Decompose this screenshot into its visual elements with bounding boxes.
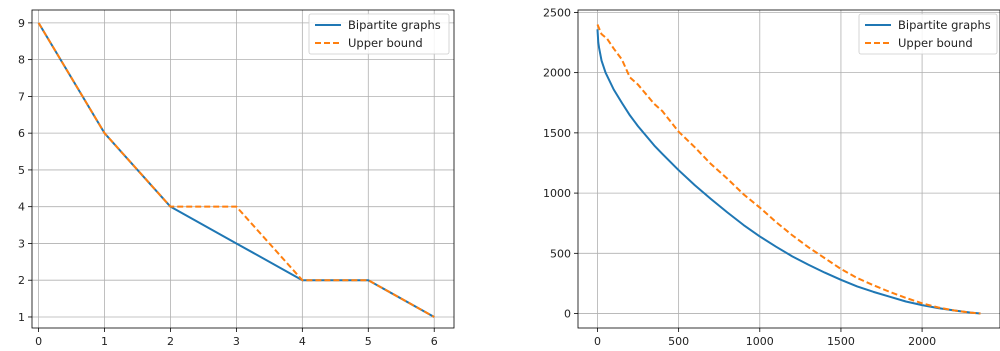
y-tick-label: 1500 xyxy=(543,127,571,140)
y-tick-label: 2 xyxy=(18,274,25,287)
legend-label-bipartite: Bipartite graphs xyxy=(348,18,441,32)
y-tick-label: 500 xyxy=(550,247,571,260)
axes-frame xyxy=(577,9,1000,329)
x-tick-label: 500 xyxy=(668,335,689,348)
x-tick-label: 1000 xyxy=(746,335,774,348)
x-tick-label: 0 xyxy=(594,335,601,348)
legend-label-upper: Upper bound xyxy=(348,36,423,50)
x-tick-label: 0 xyxy=(35,335,42,348)
y-tick-labels: 1 2 3 4 5 6 7 8 9 xyxy=(18,17,32,324)
legend: Bipartite graphs Upper bound xyxy=(308,13,450,55)
chart-right: 0 500 1000 1500 2000 0 500 1000 1500 2000 2500 Bi… xyxy=(543,6,1000,348)
series-line-upper-bound xyxy=(37,22,435,318)
x-tick-label: 3 xyxy=(233,335,240,348)
y-tick-labels: 0 500 1000 1500 2000 2500 xyxy=(543,6,578,321)
legend-label-bipartite: Bipartite graphs xyxy=(898,18,991,32)
y-tick-label: 0 xyxy=(564,308,571,321)
y-tick-label: 5 xyxy=(18,164,25,177)
series-line-bipartite-graphs xyxy=(596,29,981,315)
x-tick-label: 1 xyxy=(101,335,108,348)
x-tick-labels: 0 1 2 3 4 5 6 xyxy=(35,328,438,348)
grid-lines xyxy=(578,10,1000,328)
y-tick-label: 1000 xyxy=(543,187,571,200)
y-tick-label: 4 xyxy=(18,201,25,214)
x-tick-label: 4 xyxy=(299,335,306,348)
series-lines xyxy=(37,22,435,318)
y-tick-label: 3 xyxy=(18,237,25,250)
x-tick-label: 2000 xyxy=(908,335,936,348)
y-tick-label: 1 xyxy=(18,311,25,324)
series-line-upper-bound xyxy=(596,24,981,315)
x-tick-label: 2 xyxy=(167,335,174,348)
grid-lines xyxy=(32,10,454,328)
legend: Bipartite graphs Upper bound xyxy=(858,13,998,55)
x-tick-labels: 0 500 1000 1500 2000 xyxy=(594,328,936,348)
y-tick-label: 2000 xyxy=(543,67,571,80)
x-tick-label: 5 xyxy=(365,335,372,348)
y-tick-label: 9 xyxy=(18,17,25,30)
y-tick-label: 7 xyxy=(18,90,25,103)
x-tick-label: 6 xyxy=(431,335,438,348)
y-tick-label: 6 xyxy=(18,127,25,140)
x-tick-label: 1500 xyxy=(827,335,855,348)
y-tick-label: 2500 xyxy=(543,6,571,19)
series-lines xyxy=(596,24,981,315)
legend-label-upper: Upper bound xyxy=(898,36,973,50)
axes-frame xyxy=(31,9,455,329)
y-tick-label: 8 xyxy=(18,54,25,67)
